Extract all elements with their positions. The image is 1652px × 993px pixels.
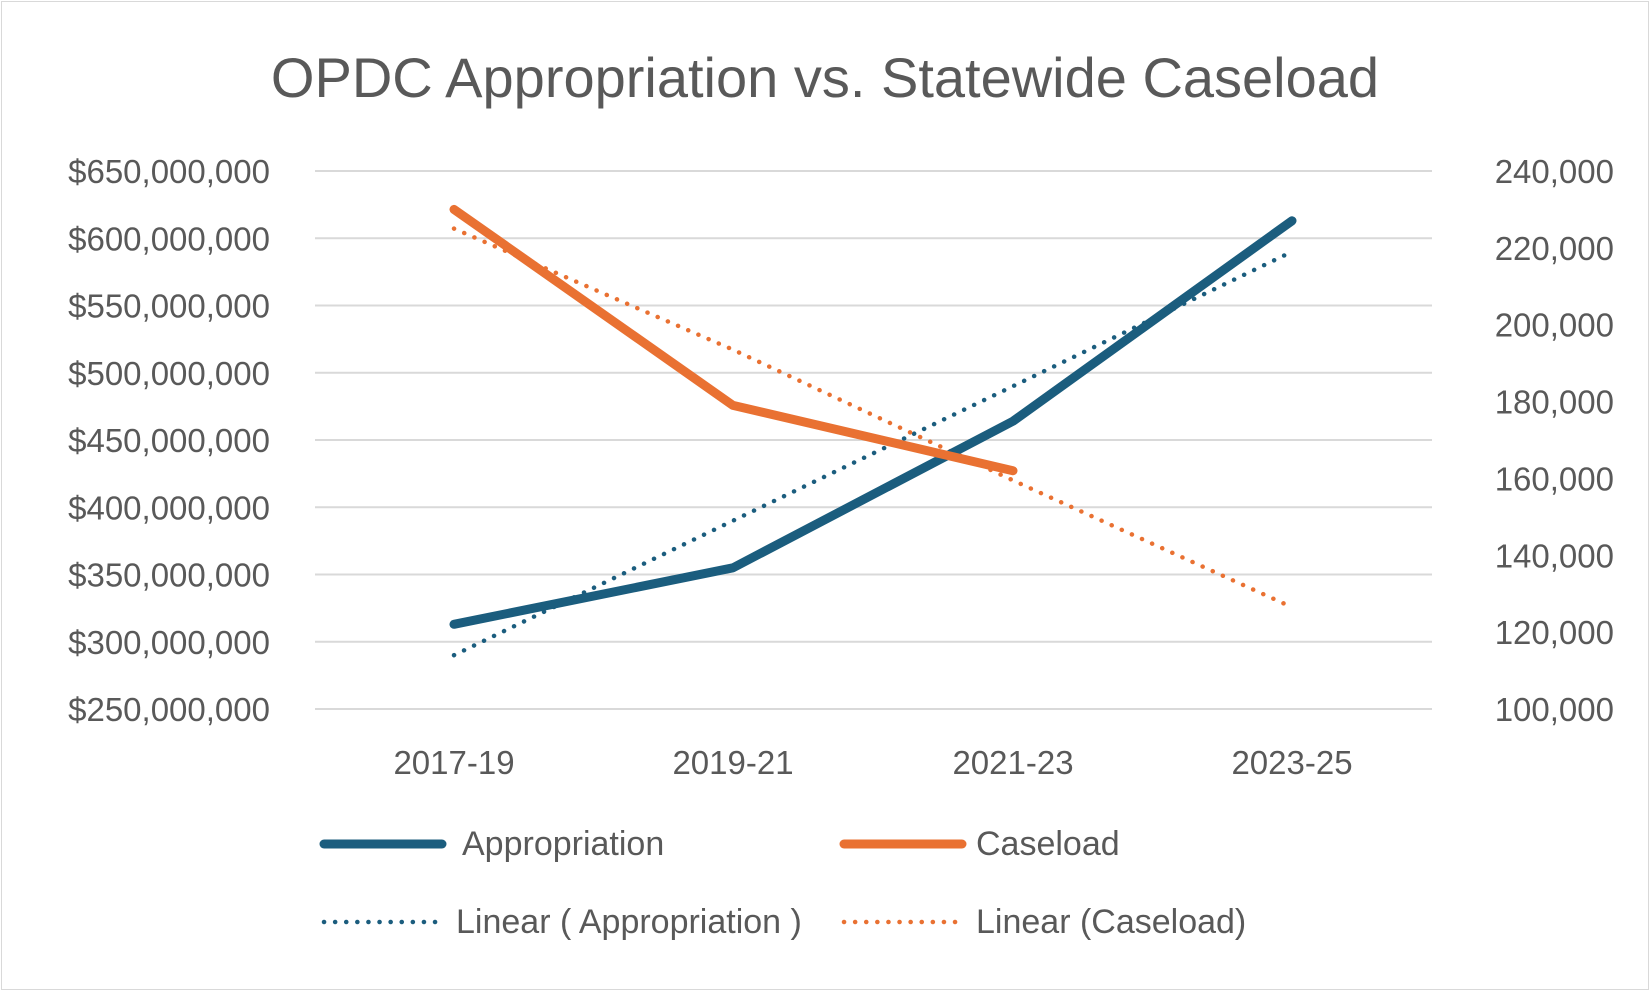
legend-label-1: Caseload [976, 825, 1120, 863]
left-tick-label: $600,000,000 [68, 220, 270, 257]
chart-title: OPDC Appropriation vs. Statewide Caseloa… [271, 46, 1379, 109]
right-tick-label: 220,000 [1495, 230, 1614, 267]
x-tick-label: 2023-25 [1231, 744, 1352, 781]
x-axis-ticks: 2017-19 2019-21 2021-23 2023-25 [393, 744, 1352, 781]
series-line-0 [449, 216, 1297, 629]
series-line-1 [449, 204, 1018, 476]
right-tick-label: 100,000 [1495, 691, 1614, 728]
left-tick-label: $650,000,000 [68, 153, 270, 190]
x-tick-label: 2021-23 [952, 744, 1073, 781]
legend: Appropriation Caseload Linear ( Appropriat… [319, 825, 1246, 941]
left-tick-label: $300,000,000 [68, 624, 270, 661]
legend-label-0: Appropriation [462, 825, 664, 863]
right-axis-ticks: 100,000 120,000 140,000 160,000 180,000 200,0… [1495, 153, 1614, 728]
left-axis-ticks: $250,000,000 $300,000,000 $350,000,000 $400… [68, 153, 270, 728]
right-tick-label: 160,000 [1495, 460, 1614, 497]
series-lines [449, 204, 1297, 658]
left-tick-label: $400,000,000 [68, 489, 270, 526]
left-tick-label: $450,000,000 [68, 422, 270, 459]
legend-label-3: Linear (Caseload) [976, 903, 1246, 941]
left-tick-label: $500,000,000 [68, 355, 270, 392]
right-tick-label: 140,000 [1495, 537, 1614, 574]
right-tick-label: 200,000 [1495, 307, 1614, 344]
right-tick-label: 120,000 [1495, 614, 1614, 651]
left-tick-label: $350,000,000 [68, 557, 270, 594]
series-line-3 [451, 226, 1295, 610]
right-tick-label: 240,000 [1495, 153, 1614, 190]
x-tick-label: 2019-21 [672, 744, 793, 781]
legend-label-2: Linear ( Appropriation ) [456, 903, 802, 941]
left-tick-label: $250,000,000 [68, 691, 270, 728]
right-tick-label: 180,000 [1495, 384, 1614, 421]
x-tick-label: 2017-19 [393, 744, 514, 781]
left-tick-label: $550,000,000 [68, 288, 270, 325]
